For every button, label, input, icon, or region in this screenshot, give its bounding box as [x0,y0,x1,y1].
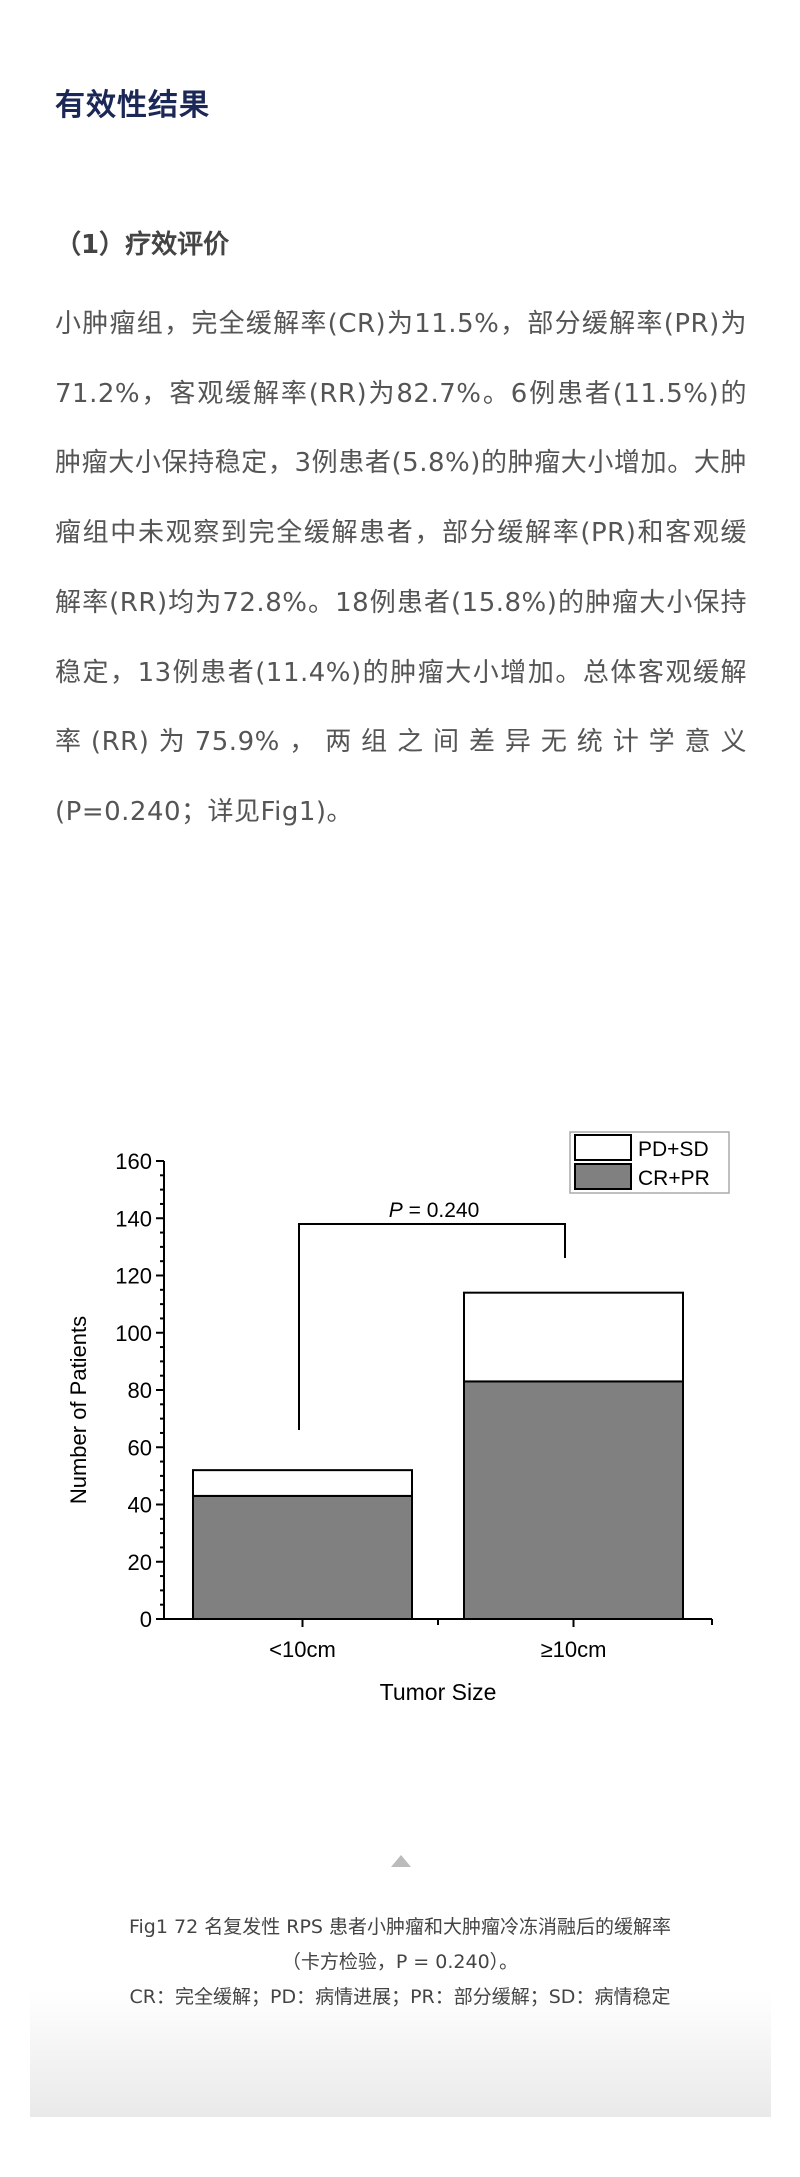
stacked-bar-chart: <10cm ≥10cm 0 20 40 60 80 100 120 140 160 Number o… [66,1131,730,1705]
caption-line-1: Fig1 72 名复发性 RPS 患者小肿瘤和大肿瘤冷冻消融后的缓解率 [128,1916,672,1938]
x-tick-label: <10cm [269,1637,336,1662]
y-tick-label: 140 [115,1206,152,1231]
legend-label-pd-sd: PD+SD [638,1138,709,1161]
x-tick-label: ≥10cm [541,1637,607,1662]
legend-swatch-cr-pr [574,1163,632,1190]
bar-pd-sd-0 [192,1469,413,1497]
legend-label-cr-pr: CR+PR [638,1167,710,1190]
body-text: 小肿瘤组，完全缓解率(CR)为11.5%，部分缓解率(PR)为71.2%，客观缓… [55,290,747,848]
significance-bracket [298,1223,566,1430]
subheading: （1）疗效评价 [55,230,230,260]
y-tick-label: 20 [128,1550,152,1575]
y-tick-label: 80 [128,1378,152,1403]
legend-swatch-pd-sd [574,1134,632,1161]
legend: PD+SD CR+PR [569,1131,730,1194]
x-axis-label: Tumor Size [380,1679,497,1705]
caption-line-3: CR：完全缓解；PD：病情进展；PR：部分缓解；SD：病情稳定 [129,1986,671,2008]
caption-line-2: （卡方检验，P = 0.240）。 [281,1951,519,1973]
bar-cr-pr-1 [463,1380,684,1620]
y-tick-label: 120 [115,1264,152,1289]
paragraph: 小肿瘤组，完全缓解率(CR)为11.5%，部分缓解率(PR)为71.2%，客观缓… [55,309,747,827]
bar-cr-pr-0 [192,1494,413,1621]
y-tick-label: 100 [115,1321,152,1346]
y-axis-label: Number of Patients [66,1316,91,1504]
y-tick-label: 0 [140,1607,152,1632]
caption-background [30,1990,771,2117]
p-value-annotation: P = 0.240 [389,1199,480,1222]
y-tick-label: 160 [115,1149,152,1174]
collapse-triangle-icon[interactable] [391,1855,411,1867]
bar-pd-sd-1 [463,1291,684,1383]
section-title: 有效性结果 [55,88,210,123]
y-tick-label: 40 [128,1493,152,1518]
figure-caption: Fig1 72 名复发性 RPS 患者小肿瘤和大肿瘤冷冻消融后的缓解率 （卡方检… [0,1910,800,2015]
y-tick-label: 60 [128,1435,152,1460]
